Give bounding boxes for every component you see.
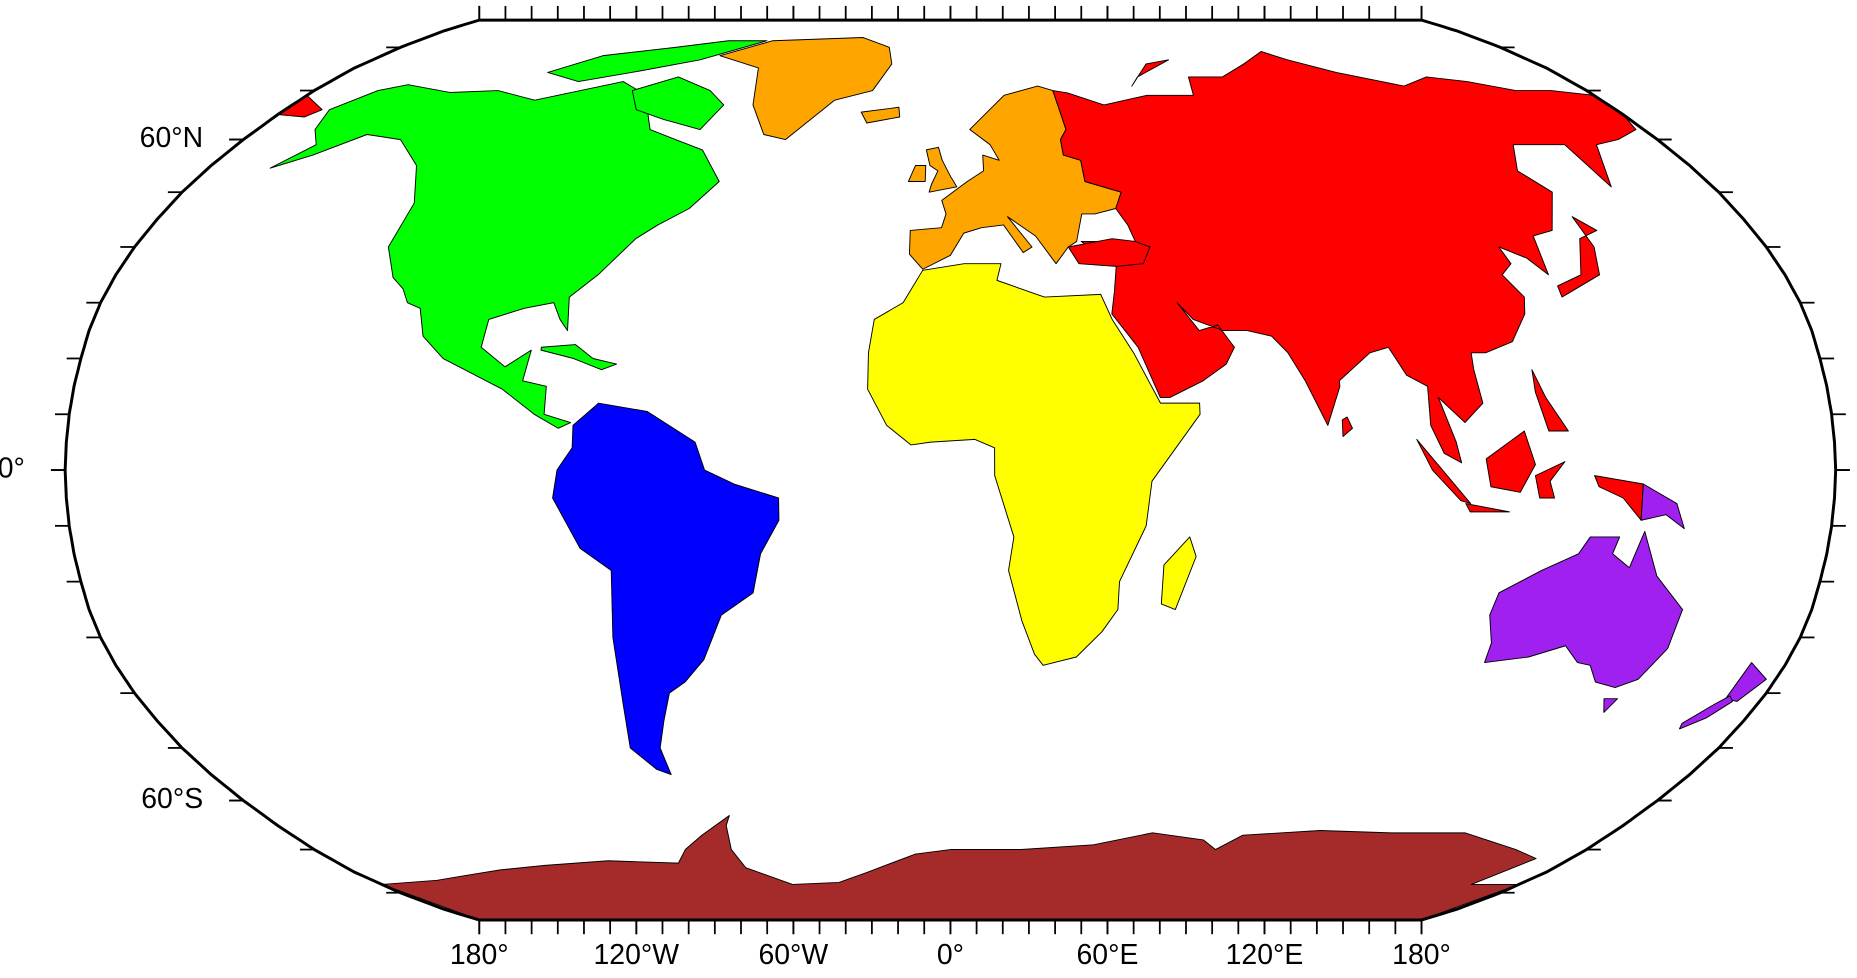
y-tick-label: 60°S	[141, 783, 203, 815]
landmass	[631, 76, 725, 131]
landmass	[1603, 698, 1619, 713]
landmass	[1067, 238, 1151, 267]
landmass	[925, 146, 958, 193]
landmass	[1531, 369, 1569, 432]
y-tick-label: 60°N	[140, 122, 203, 154]
landmass	[1341, 416, 1353, 438]
land-layer	[269, 37, 1767, 921]
x-tick-label: 0°	[937, 939, 964, 971]
landmass	[552, 402, 780, 776]
landmass	[1640, 483, 1685, 530]
landmass	[269, 81, 720, 429]
landmass	[1416, 438, 1472, 505]
landmass	[1534, 461, 1566, 499]
landmass	[860, 106, 901, 124]
x-tick-label: 180°	[1392, 939, 1451, 971]
x-tick-label: 120°E	[1226, 939, 1304, 971]
landmass	[1485, 430, 1536, 493]
landmass	[1594, 475, 1644, 521]
x-tick-label: 180°	[450, 939, 509, 971]
landmass	[1131, 59, 1170, 87]
x-tick-label: 60°E	[1077, 939, 1139, 971]
y-tick-label: 0°	[0, 453, 25, 485]
landmass	[1052, 51, 1637, 464]
landmass	[1557, 216, 1601, 298]
landmass	[1465, 503, 1510, 513]
landmass	[719, 37, 893, 141]
landmass	[867, 263, 1201, 666]
x-tick-label: 120°W	[594, 939, 680, 971]
map-frame	[63, 18, 1838, 922]
landmass	[1678, 695, 1734, 730]
landmass	[540, 344, 618, 371]
landmass	[547, 40, 768, 83]
landmass	[1484, 530, 1684, 689]
landmass	[381, 815, 1537, 921]
landmass	[907, 165, 927, 182]
landmass	[1160, 536, 1197, 611]
x-tick-label: 60°W	[758, 939, 828, 971]
landmass	[1725, 662, 1767, 702]
